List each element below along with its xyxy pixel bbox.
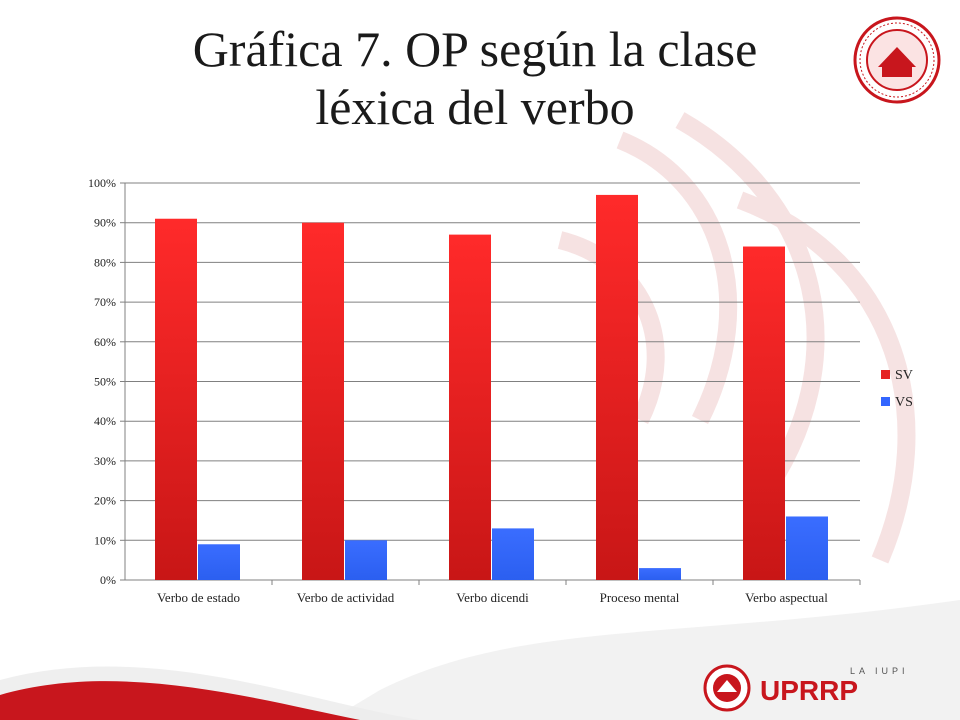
bar-vs bbox=[198, 544, 240, 580]
legend-label-vs: VS bbox=[895, 395, 913, 410]
bar-sv bbox=[743, 246, 785, 580]
y-tick-label: 80% bbox=[94, 255, 116, 269]
y-tick-label: 0% bbox=[100, 573, 116, 587]
bar-sv bbox=[155, 218, 197, 581]
bar-chart: 0% 10% 20% 30% 40% 50% 60% 70% 80% 90% 100% Verbo d… bbox=[88, 176, 913, 605]
bar-vs bbox=[345, 540, 387, 580]
y-tick-label: 10% bbox=[94, 533, 116, 547]
page-title: Gráfica 7. OP según la clase léxica del … bbox=[110, 20, 840, 136]
logo-tagline: LA IUPI bbox=[850, 666, 909, 676]
legend-label-sv: SV bbox=[895, 368, 913, 383]
y-tick-label: 20% bbox=[94, 494, 116, 508]
y-tick-label: 50% bbox=[94, 375, 116, 389]
bar-vs bbox=[786, 516, 828, 580]
bar-vs bbox=[639, 568, 681, 580]
logo-wordmark: UPRRP bbox=[760, 675, 858, 706]
y-tick-label: 40% bbox=[94, 414, 116, 428]
bar-sv bbox=[596, 194, 638, 580]
bar-sv bbox=[449, 234, 491, 581]
x-tick-label: Verbo de actividad bbox=[297, 590, 395, 605]
title-line-1: Gráfica 7. OP según la clase bbox=[192, 21, 758, 77]
x-tick-label: Proceso mental bbox=[600, 590, 680, 605]
x-tick-label: Verbo aspectual bbox=[745, 590, 828, 605]
bar-sv bbox=[302, 222, 344, 580]
y-tick-label: 70% bbox=[94, 295, 116, 309]
university-seal-icon bbox=[853, 16, 941, 104]
y-tick-label: 90% bbox=[94, 216, 116, 230]
y-tick-label: 30% bbox=[94, 454, 116, 468]
y-tick-label: 100% bbox=[88, 176, 116, 190]
uprrp-logo: UPRRP LA IUPI bbox=[703, 664, 909, 712]
bar-vs bbox=[492, 528, 534, 580]
x-tick-label: Verbo de estado bbox=[157, 590, 240, 605]
y-tick-label: 60% bbox=[94, 335, 116, 349]
legend-swatch-vs bbox=[881, 397, 890, 406]
title-line-2: léxica del verbo bbox=[315, 79, 635, 135]
legend-swatch-sv bbox=[881, 370, 890, 379]
x-tick-label: Verbo dicendi bbox=[456, 590, 529, 605]
